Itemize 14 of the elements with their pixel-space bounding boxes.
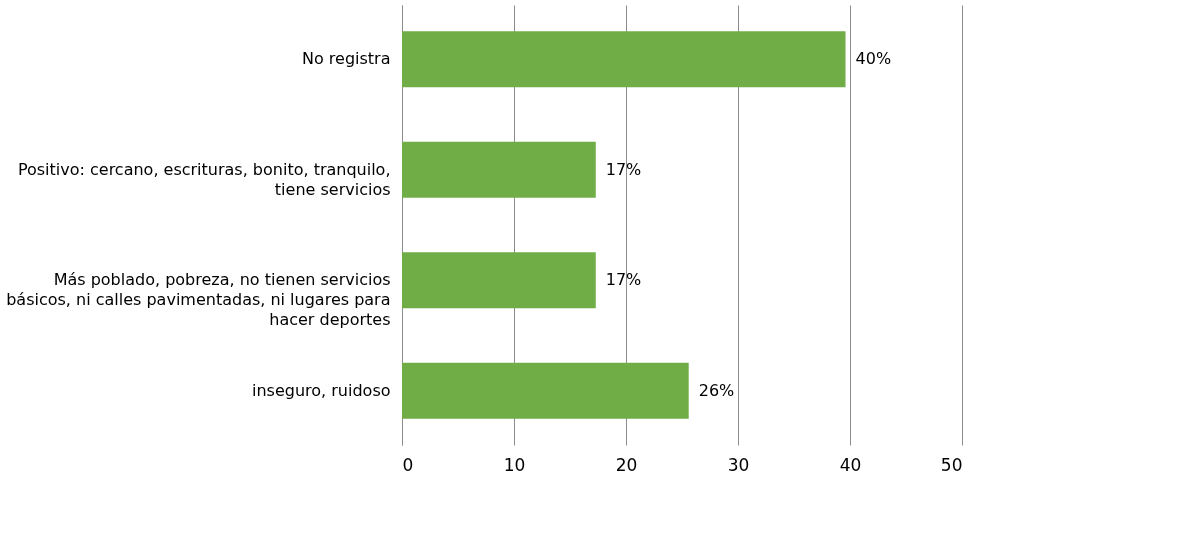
data-label: 26% (698, 380, 735, 400)
y-tick-label: No registra (301, 49, 391, 69)
data-label: 40% (855, 49, 892, 69)
y-tick-label: Positivo: cercano, escrituras, bonito, tranquilo, tiene servicios (17, 159, 391, 199)
x-tick-label: 40 (839, 454, 862, 475)
x-tick-label: 10 (503, 454, 526, 475)
x-tick-label: 0 (402, 454, 414, 475)
y-tick-label: Más poblado, pobreza, no tienen servicios básicos, ni calles pavimentadas, ni lugares para hacer deportes (6, 270, 391, 330)
y-tick-label: inseguro, ruidoso (252, 380, 391, 400)
x-tick-label: 50 (940, 454, 963, 475)
data-label: 17% (605, 270, 642, 290)
x-tick-label: 30 (727, 454, 750, 475)
data-label: 17% (605, 159, 642, 179)
x-tick-label: 20 (615, 454, 638, 475)
